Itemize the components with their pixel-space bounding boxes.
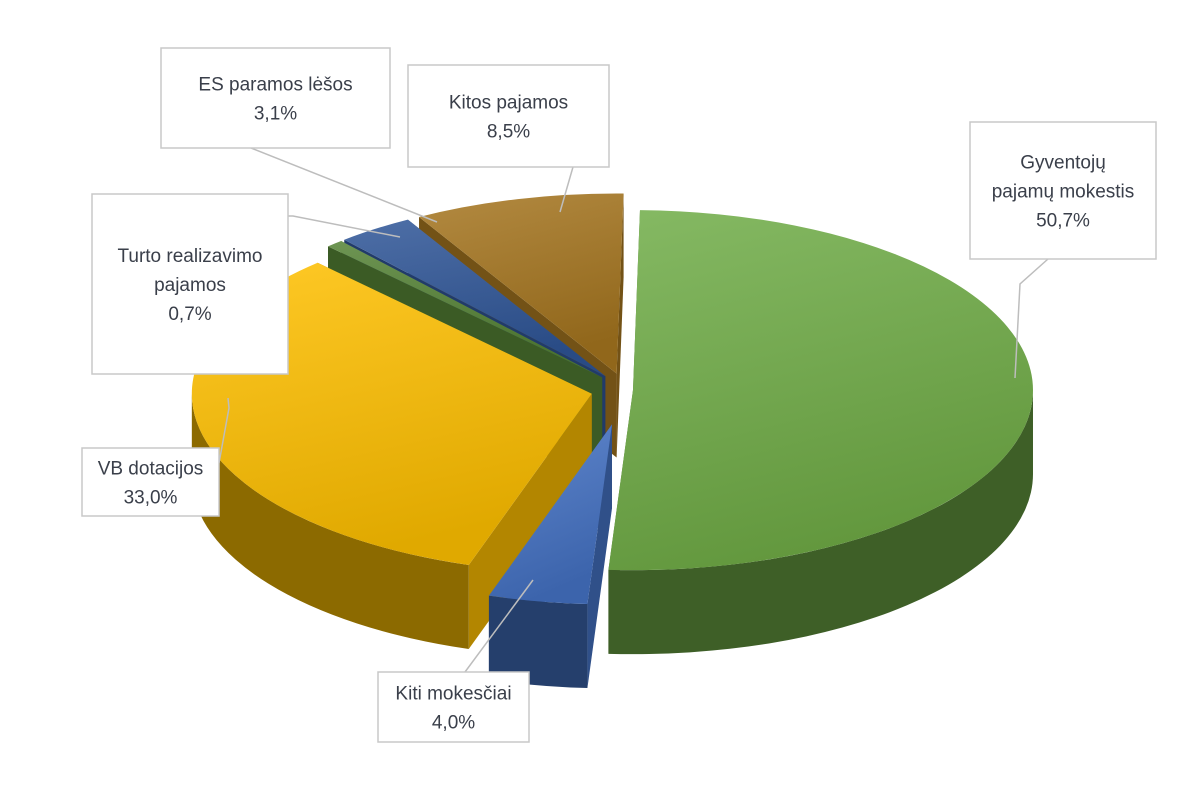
slice-name-label: pajamos: [154, 275, 226, 296]
callout-5: ES paramos lėšos 3,1%: [160, 47, 438, 223]
pie-slice-side: [608, 390, 1033, 655]
slice-value-label: 50,7%: [1036, 211, 1090, 232]
callout-leader-line: [464, 579, 534, 673]
slice-value-label: 4,0%: [432, 713, 475, 734]
callouts: Gyventojų pajamų mokestis 50,7% Kiti mokesč…: [81, 47, 1157, 743]
pie-slice-1: [608, 210, 1033, 571]
slice-name-label: Turto realizavimo: [117, 246, 262, 267]
pie-slice-side: [191, 393, 469, 649]
pie-slice-side: [488, 595, 588, 689]
pie-slice-5: [344, 219, 606, 377]
callout-6: Kitos pajamos 8,5%: [407, 64, 610, 213]
slice-value-label: 8,5%: [487, 122, 530, 143]
slice-name-label: pajamų mokestis: [992, 182, 1135, 203]
callout-3: VB dotacijos 33,0%: [81, 397, 230, 517]
slice-name-label: Gyventojų: [1020, 153, 1106, 174]
callout-box: [81, 447, 220, 517]
callout-leader-line: [250, 147, 438, 223]
callout-1: Gyventojų pajamų mokestis 50,7%: [969, 121, 1157, 379]
callout-leader-line: [218, 397, 230, 464]
callout-leader-line: [559, 166, 574, 213]
callout-box: [969, 121, 1157, 260]
slice-value-label: 0,7%: [168, 304, 211, 325]
slice-name-label: Kitos pajamos: [449, 93, 568, 114]
pie-slice-cut: [616, 193, 624, 458]
slice-name-label: ES paramos lėšos: [198, 75, 352, 96]
pie-slice-3: [191, 262, 592, 565]
slice-value-label: 33,0%: [124, 488, 178, 509]
pie-slice-cut: [587, 424, 612, 689]
pie-slice-2: [488, 424, 612, 605]
pie-tops: [191, 193, 1033, 605]
callout-4: Turto realizavimo pajamos 0,7%: [91, 193, 401, 375]
callout-2: Kiti mokesčiai 4,0%: [377, 579, 534, 743]
callout-box: [91, 193, 289, 375]
slice-name-label: Kiti mokesčiai: [395, 684, 511, 705]
pie-slice-6: [419, 193, 624, 374]
callout-box: [160, 47, 391, 149]
callout-box: [377, 671, 530, 743]
slice-value-label: 3,1%: [254, 104, 297, 125]
callout-leader-line: [288, 215, 401, 238]
slice-name-label: VB dotacijos: [98, 459, 204, 480]
pie-slice-4: [328, 241, 603, 378]
callout-leader-line: [1014, 258, 1049, 379]
callout-box: [407, 64, 610, 168]
